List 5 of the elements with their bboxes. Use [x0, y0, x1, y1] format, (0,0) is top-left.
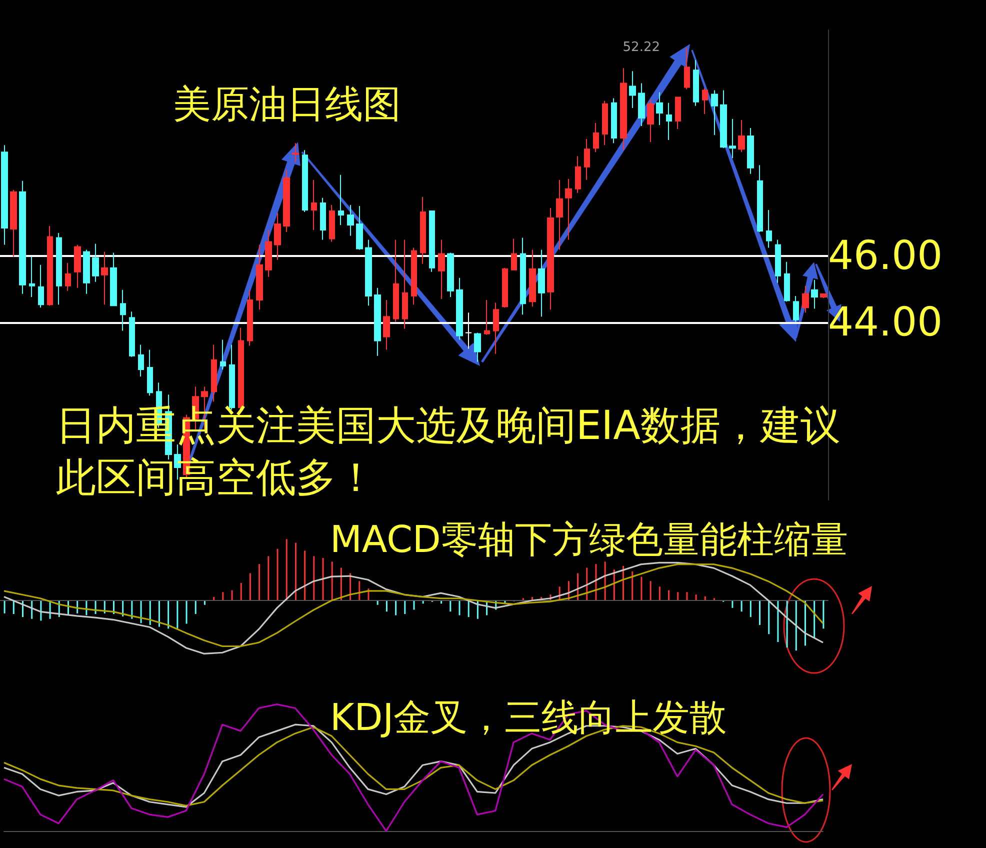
- annotation: MACD零轴下方绿色量能柱缩量: [330, 518, 848, 561]
- y-tick-label: 44.00: [828, 300, 943, 346]
- text: 美原油日线图: [173, 82, 401, 126]
- annotation: 52.22: [622, 40, 660, 55]
- y-tick-label: 46.00: [828, 232, 943, 279]
